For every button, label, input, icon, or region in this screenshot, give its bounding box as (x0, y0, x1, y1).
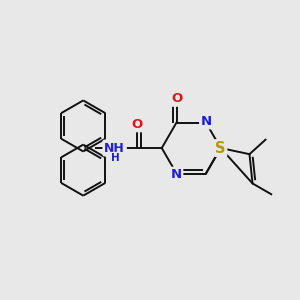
Text: H: H (111, 153, 120, 163)
Text: O: O (171, 92, 182, 106)
Text: S: S (215, 140, 226, 155)
Text: N: N (171, 168, 182, 181)
Text: O: O (132, 118, 143, 131)
Text: NH: NH (104, 142, 125, 154)
Text: N: N (200, 115, 211, 128)
